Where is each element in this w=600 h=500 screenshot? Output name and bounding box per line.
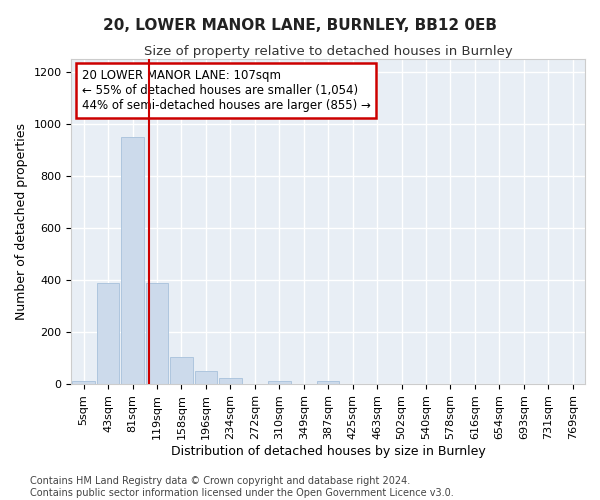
- Bar: [97, 282, 119, 384]
- Bar: [121, 137, 144, 384]
- Bar: [194, 371, 217, 384]
- Bar: [170, 357, 193, 384]
- Bar: [146, 282, 168, 384]
- Text: Contains HM Land Registry data © Crown copyright and database right 2024.
Contai: Contains HM Land Registry data © Crown c…: [30, 476, 454, 498]
- Bar: [317, 382, 340, 384]
- Text: 20 LOWER MANOR LANE: 107sqm
← 55% of detached houses are smaller (1,054)
44% of : 20 LOWER MANOR LANE: 107sqm ← 55% of det…: [82, 69, 371, 112]
- X-axis label: Distribution of detached houses by size in Burnley: Distribution of detached houses by size …: [171, 444, 485, 458]
- Text: 20, LOWER MANOR LANE, BURNLEY, BB12 0EB: 20, LOWER MANOR LANE, BURNLEY, BB12 0EB: [103, 18, 497, 32]
- Title: Size of property relative to detached houses in Burnley: Size of property relative to detached ho…: [144, 45, 512, 58]
- Y-axis label: Number of detached properties: Number of detached properties: [15, 123, 28, 320]
- Bar: [219, 378, 242, 384]
- Bar: [268, 382, 290, 384]
- Bar: [73, 382, 95, 384]
